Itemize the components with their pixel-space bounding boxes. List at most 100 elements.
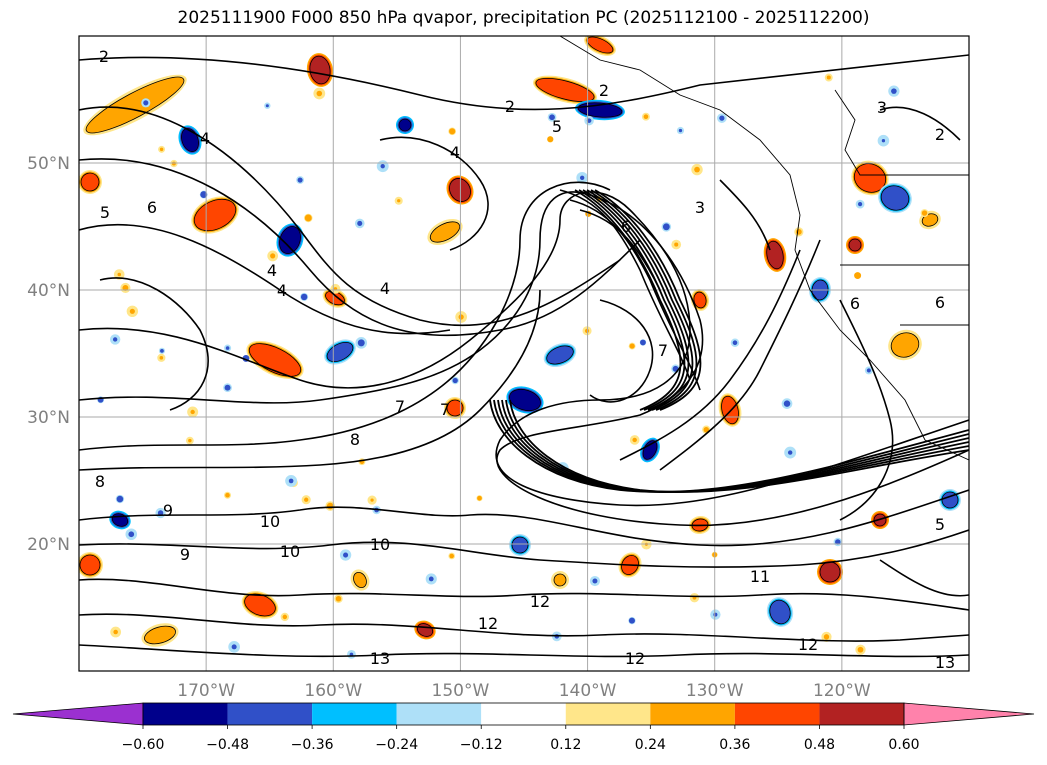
qvapor-contour bbox=[879, 559, 969, 597]
colorbar-tick-label: 0.60 bbox=[888, 737, 919, 753]
precip-dot-core bbox=[783, 400, 791, 407]
precip-dot-core bbox=[188, 438, 192, 443]
precip-anomaly-patch bbox=[763, 238, 787, 272]
qvapor-contour bbox=[578, 189, 686, 411]
contour-label: 4 bbox=[450, 143, 460, 162]
colorbar-segment bbox=[312, 703, 397, 725]
precip-anomaly-patch bbox=[718, 393, 742, 427]
precip-dot-core bbox=[674, 242, 679, 247]
precip-anomaly-patch bbox=[396, 116, 414, 134]
axis-ticks: 170°W 160°W 150°W 140°W 130°W 120°W 50°N 40°N 30… bbox=[27, 154, 871, 701]
precip-dot-core bbox=[143, 100, 149, 106]
precip-dot-core bbox=[112, 337, 118, 342]
qvapor-contour bbox=[79, 223, 451, 335]
precip-dot-core bbox=[122, 284, 129, 291]
contour-label: 10 bbox=[260, 512, 280, 531]
colorbar-tick-label: −0.48 bbox=[206, 737, 249, 753]
precip-anomaly-patch bbox=[532, 75, 598, 105]
precip-dot-core bbox=[270, 253, 276, 259]
qvapor-contour bbox=[559, 189, 691, 381]
precip-dot-core bbox=[357, 339, 365, 347]
coastline bbox=[559, 36, 969, 461]
contour-label: 5 bbox=[100, 203, 110, 222]
precip-dot-core bbox=[477, 495, 482, 501]
colorbar-extend-high bbox=[903, 702, 1035, 726]
precip-dot-core bbox=[297, 177, 303, 183]
precip-dot-core bbox=[629, 343, 635, 349]
precip-anomaly-patch bbox=[543, 342, 577, 368]
precip-dot-core bbox=[129, 308, 135, 314]
precip-anomaly-patch bbox=[79, 552, 103, 578]
contour-label: 5 bbox=[935, 515, 945, 534]
qvapor-contour bbox=[79, 644, 969, 658]
contour-label: 6 bbox=[621, 217, 631, 236]
precip-dot-core bbox=[787, 450, 793, 455]
colorbar-segment bbox=[565, 703, 651, 725]
contour-label: 11 bbox=[750, 567, 770, 586]
precip-anomaly-patch bbox=[851, 160, 889, 196]
qvapor-contour bbox=[79, 54, 969, 111]
precip-anomaly-patch bbox=[919, 210, 941, 230]
precip-dot-core bbox=[835, 539, 841, 545]
precip-dot-core bbox=[304, 214, 312, 222]
coastline bbox=[834, 89, 969, 176]
contour-label: 2 bbox=[505, 97, 515, 116]
colorbar-tick-label: 0.24 bbox=[635, 737, 666, 753]
qvapor-contour bbox=[79, 191, 969, 527]
qvapor-contour bbox=[594, 189, 702, 411]
qvapor-contour bbox=[586, 189, 694, 411]
colorbar-tick-label: −0.24 bbox=[375, 737, 418, 753]
precip-anomaly-patch bbox=[427, 218, 463, 246]
precip-anomaly-patch bbox=[690, 289, 710, 311]
precip-dot-core bbox=[547, 136, 554, 143]
colorbar-segment bbox=[650, 703, 735, 725]
lat-tick-label: 20°N bbox=[27, 535, 70, 555]
precip-dot-core bbox=[678, 128, 683, 133]
contour-label: 10 bbox=[370, 535, 390, 554]
precip-dot-core bbox=[579, 175, 585, 180]
qvapor-contour bbox=[79, 106, 621, 327]
colorbar: −0.60 −0.48 −0.36 −0.24 −0.12 0.12 0.24 0.36 0.4… bbox=[12, 702, 1035, 753]
contour-label: 9 bbox=[163, 501, 173, 520]
colorbar-segment bbox=[819, 703, 904, 725]
contour-label: 12 bbox=[798, 635, 818, 654]
precip-anomaly-patch bbox=[888, 329, 922, 361]
map-frame bbox=[78, 35, 970, 672]
precip-anomaly-patch bbox=[509, 534, 531, 556]
precip-dot-core bbox=[128, 531, 135, 538]
qvapor-contour bbox=[659, 239, 821, 471]
precip-dot-core bbox=[171, 161, 176, 166]
precip-anomaly-patch bbox=[241, 591, 279, 619]
contour-label: 7 bbox=[395, 397, 405, 416]
qvapor-contour bbox=[79, 181, 611, 451]
precip-anomaly-patch bbox=[584, 36, 616, 56]
lon-tick-label: 130°W bbox=[686, 681, 744, 701]
precip-dot-core bbox=[732, 340, 738, 346]
precip-anomaly-patch bbox=[878, 182, 912, 214]
precip-dot-core bbox=[632, 437, 637, 443]
precip-dot-core bbox=[282, 614, 288, 620]
precip-dot-core bbox=[549, 114, 555, 121]
precip-anomaly-patch bbox=[141, 623, 179, 647]
precip-dot-core bbox=[662, 223, 670, 231]
contour-label: 4 bbox=[277, 281, 287, 300]
qvapor-contour bbox=[79, 578, 969, 611]
qvapor-contour bbox=[79, 489, 969, 547]
map-title: 2025111900 F000 850 hPa qvapor, precipit… bbox=[177, 8, 870, 28]
precip-dot-core bbox=[643, 114, 649, 119]
precip-dot-core bbox=[452, 377, 458, 384]
precip-anomaly-patch bbox=[178, 125, 202, 155]
precip-dot-core bbox=[304, 497, 309, 502]
qvapor-contour bbox=[589, 299, 654, 403]
precip-dot-core bbox=[584, 328, 590, 333]
precip-dot-core bbox=[795, 228, 802, 235]
qvapor-contour bbox=[79, 289, 541, 471]
qvapor-contour bbox=[79, 191, 969, 507]
lat-tick-label: 30°N bbox=[27, 408, 70, 428]
precip-anomaly-patch bbox=[846, 236, 864, 254]
precip-dot-core bbox=[370, 498, 374, 502]
colorbar-frame bbox=[142, 702, 905, 726]
contour-label: 12 bbox=[530, 592, 550, 611]
precip-dot-core bbox=[823, 634, 830, 640]
